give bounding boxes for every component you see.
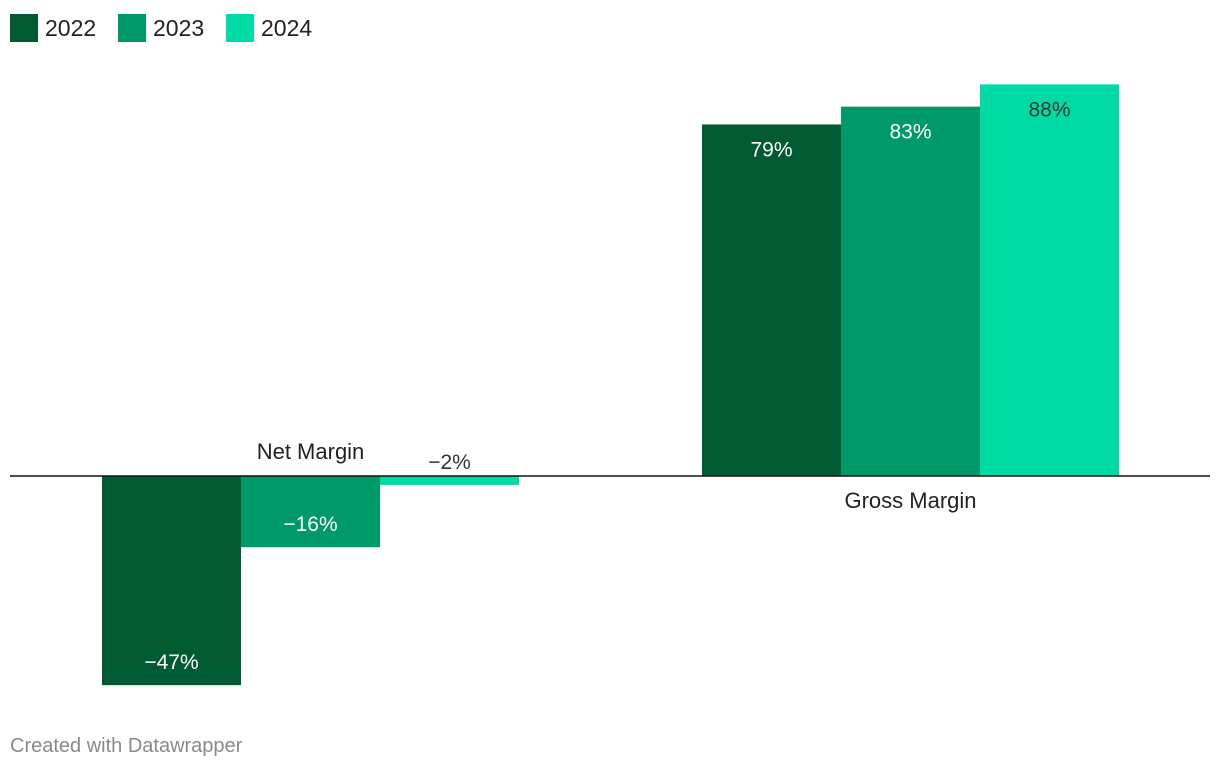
legend: 2022 2023 2024 (10, 14, 312, 42)
bar-net-margin-2023 (241, 476, 380, 548)
value-labels: −47% −16% −2% 79% 83% 88% (144, 98, 1070, 674)
value-label-gross-margin-2022: 79% (750, 138, 792, 161)
bar-gross-margin-2024 (980, 84, 1119, 477)
value-label-gross-margin-2024: 88% (1028, 98, 1070, 121)
bar-net-margin-2022 (102, 476, 241, 686)
legend-swatch-2022 (10, 14, 38, 42)
value-label-net-margin-2022: −47% (144, 651, 198, 674)
legend-swatch-2023 (118, 14, 146, 42)
legend-label-2023: 2023 (153, 15, 204, 41)
bar-net-margin-2024 (380, 476, 519, 485)
credit-text: Created with Datawrapper (10, 735, 243, 757)
legend-label-2024: 2024 (261, 15, 312, 41)
category-labels: Net Margin Gross Margin (257, 439, 977, 513)
bar-gross-margin-2023 (841, 106, 980, 477)
value-label-gross-margin-2023: 83% (889, 121, 931, 144)
legend-label-2022: 2022 (45, 15, 96, 41)
category-label-net-margin: Net Margin (257, 439, 365, 464)
value-label-net-margin-2024: −2% (428, 451, 471, 474)
category-label-gross-margin: Gross Margin (844, 488, 976, 513)
bar-gross-margin-2022 (702, 124, 841, 476)
value-label-net-margin-2023: −16% (283, 513, 337, 536)
legend-swatch-2024 (226, 14, 254, 42)
bars (102, 84, 1119, 686)
